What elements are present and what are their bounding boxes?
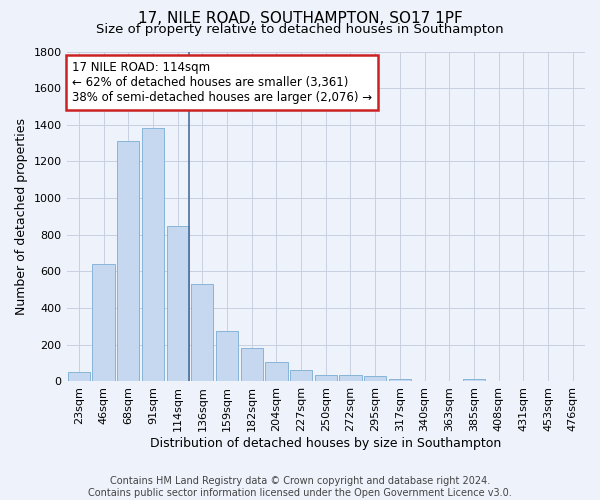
Bar	[167, 226, 189, 382]
Text: Contains HM Land Registry data © Crown copyright and database right 2024.
Contai: Contains HM Land Registry data © Crown c…	[88, 476, 512, 498]
Bar	[216, 331, 238, 382]
Bar	[68, 372, 90, 382]
Y-axis label: Number of detached properties: Number of detached properties	[15, 118, 28, 315]
Bar	[340, 375, 362, 382]
Text: Size of property relative to detached houses in Southampton: Size of property relative to detached ho…	[96, 22, 504, 36]
Bar	[463, 378, 485, 382]
Bar	[117, 142, 139, 382]
Bar	[389, 378, 411, 382]
Bar	[142, 128, 164, 382]
Text: 17, NILE ROAD, SOUTHAMPTON, SO17 1PF: 17, NILE ROAD, SOUTHAMPTON, SO17 1PF	[137, 11, 463, 26]
Text: 17 NILE ROAD: 114sqm
← 62% of detached houses are smaller (3,361)
38% of semi-de: 17 NILE ROAD: 114sqm ← 62% of detached h…	[72, 62, 372, 104]
Bar	[314, 375, 337, 382]
Bar	[364, 376, 386, 382]
Bar	[265, 362, 287, 382]
Bar	[92, 264, 115, 382]
X-axis label: Distribution of detached houses by size in Southampton: Distribution of detached houses by size …	[150, 437, 502, 450]
Bar	[290, 370, 312, 382]
Bar	[241, 348, 263, 382]
Bar	[191, 284, 214, 382]
